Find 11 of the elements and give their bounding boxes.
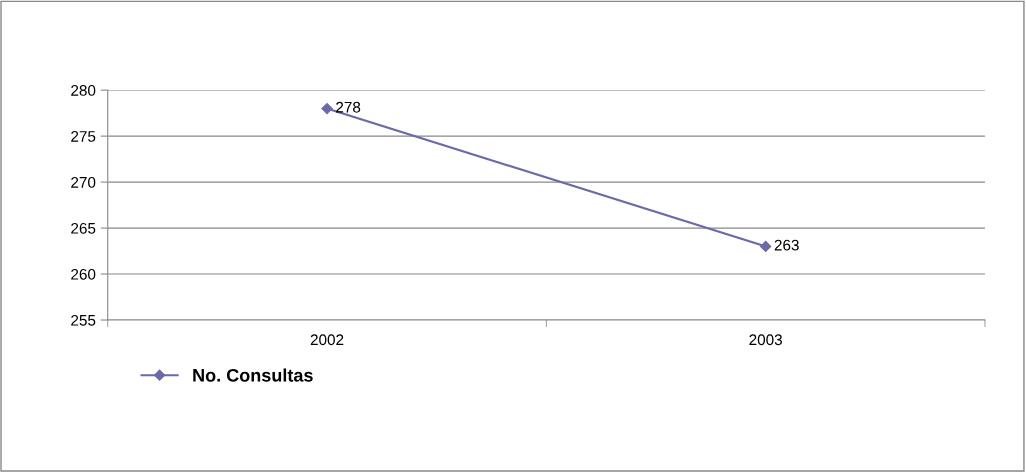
- data-label: 263: [774, 239, 799, 251]
- x-tick-label: 2003: [749, 334, 782, 346]
- x-tick-label: 2002: [310, 334, 344, 346]
- y-tick-label: 270: [71, 176, 96, 188]
- y-tick-label: 265: [71, 222, 96, 234]
- y-tick-label: 260: [71, 268, 96, 280]
- y-tick-label: 275: [71, 130, 96, 142]
- data-label: 278: [336, 101, 361, 113]
- y-tick-label: 280: [71, 85, 96, 96]
- legend-label: No. Consultas: [193, 368, 313, 382]
- y-tick-label: 255: [71, 314, 96, 326]
